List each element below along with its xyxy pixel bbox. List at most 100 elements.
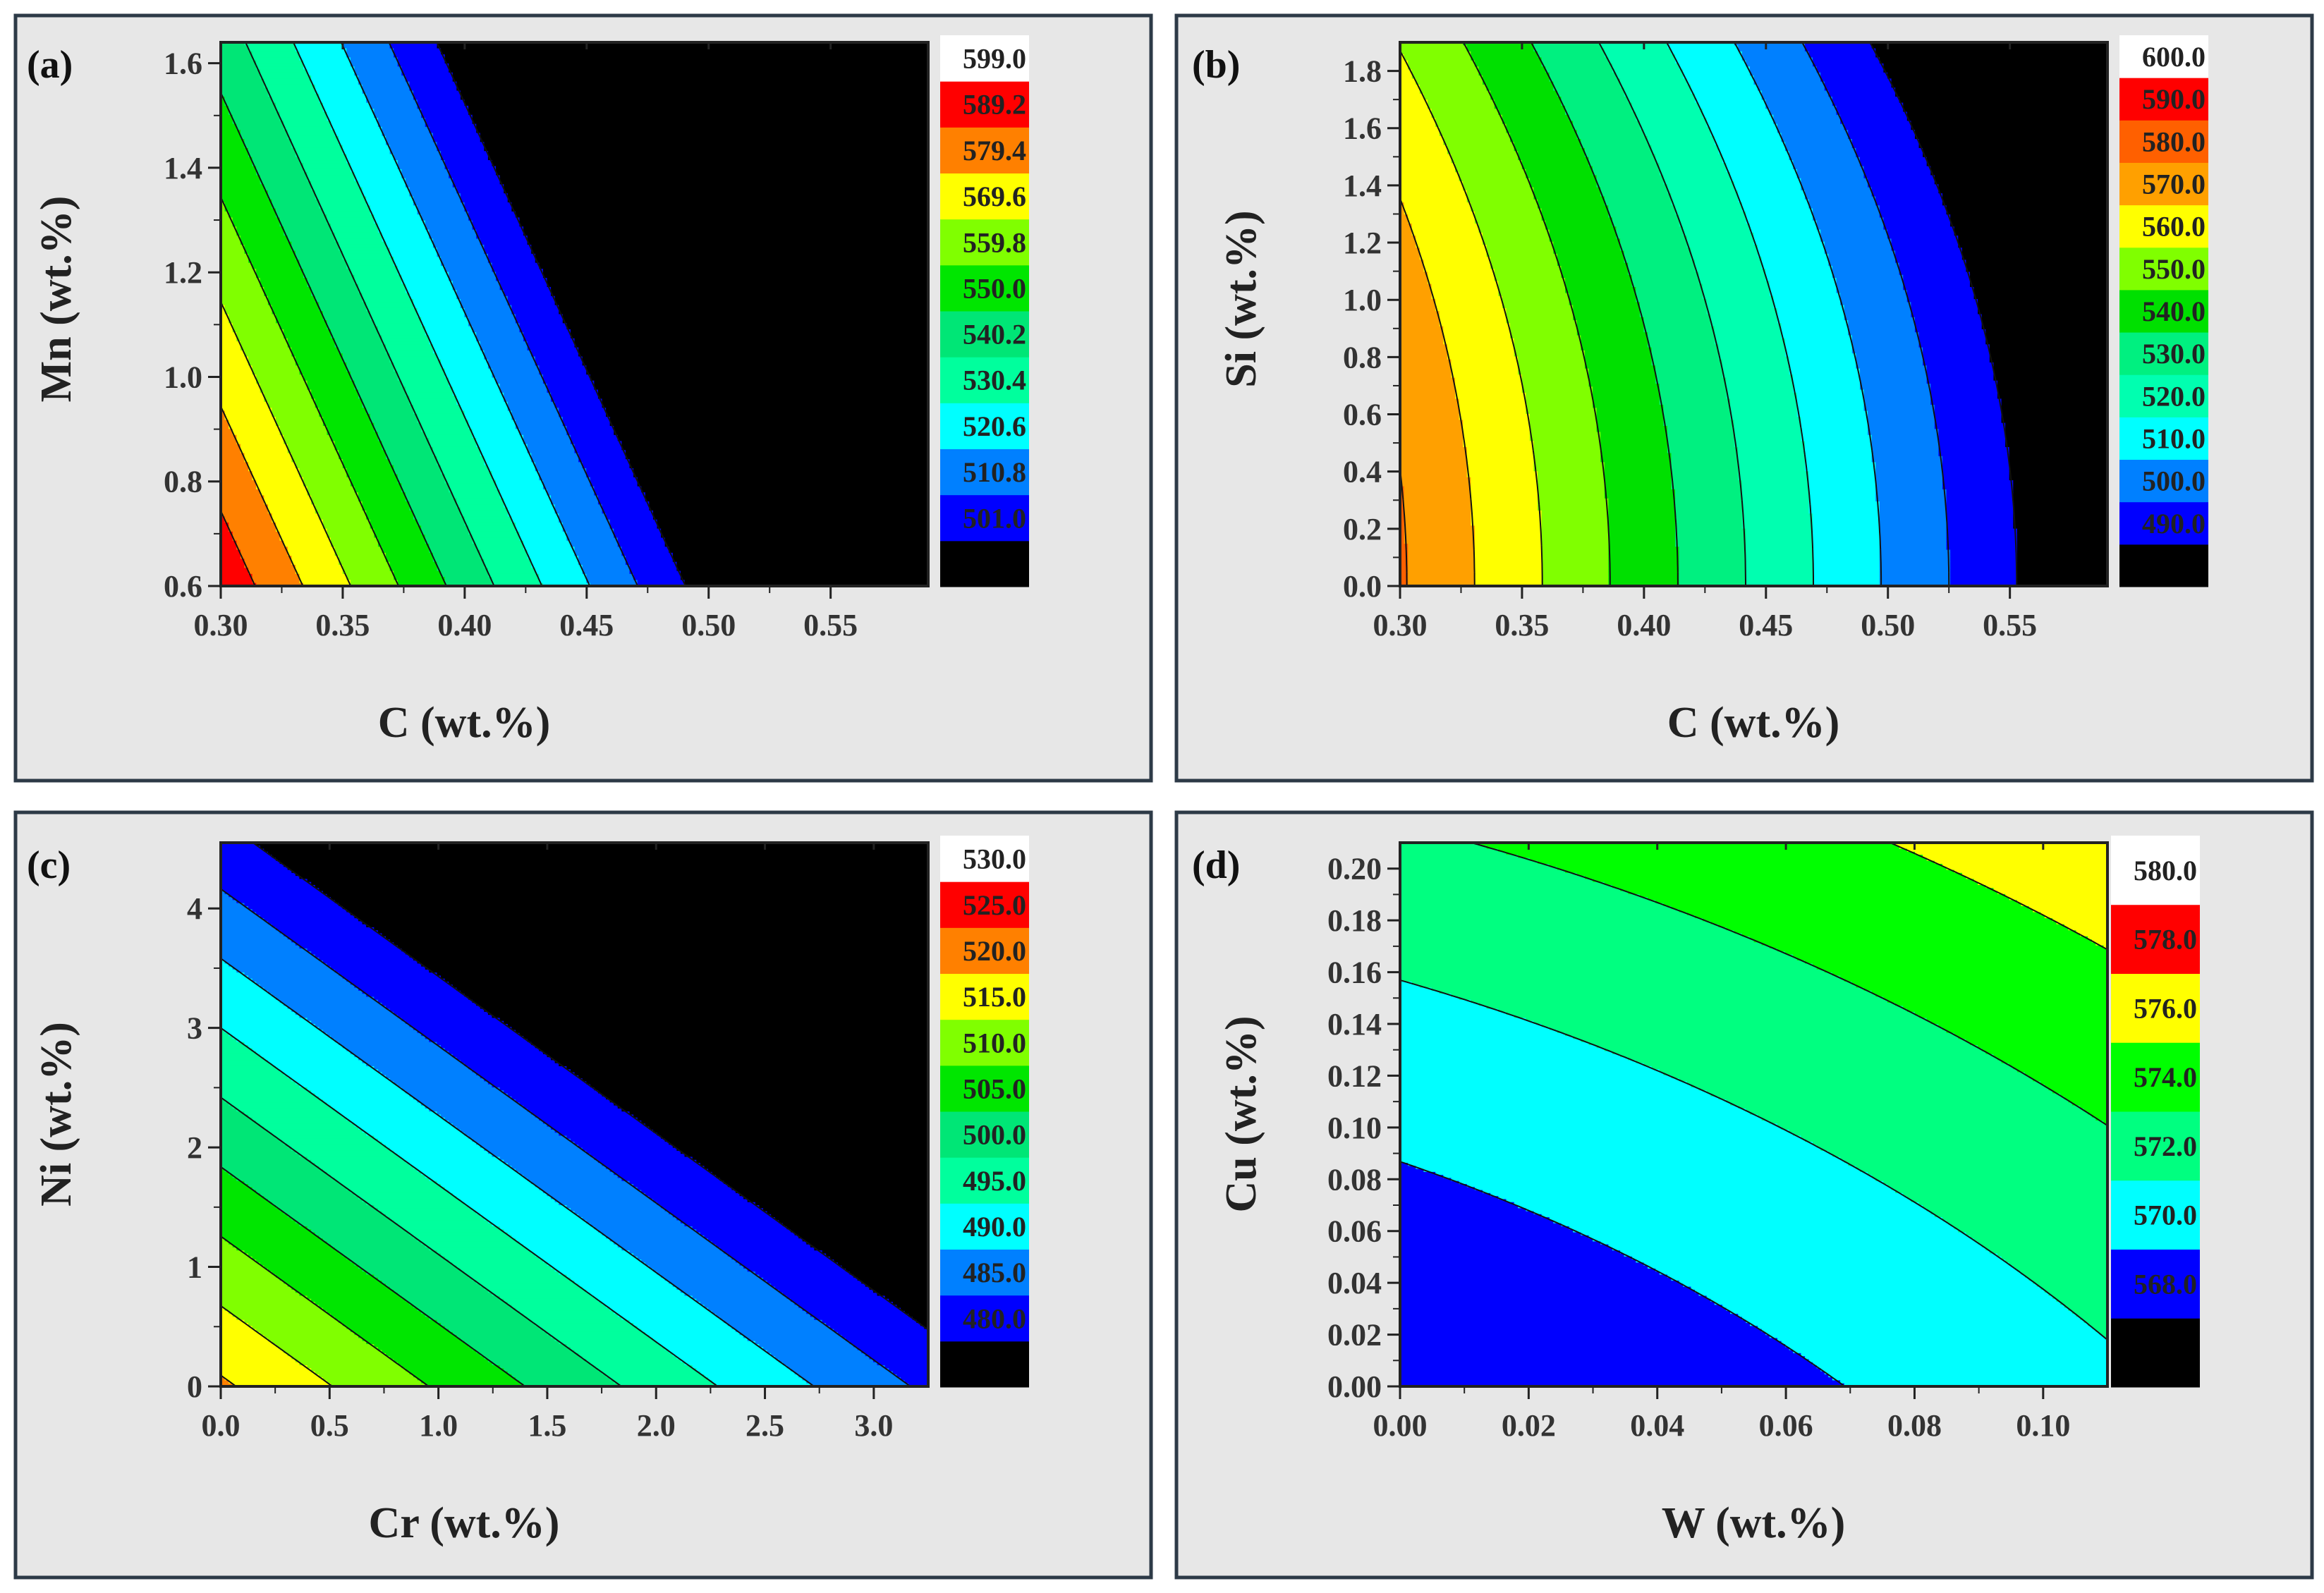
contour-cell [350,163,399,167]
contour-cell [413,302,461,306]
contour-cell [221,286,264,291]
contour-cell [523,1036,929,1040]
contour-cell [1529,420,1598,424]
contour-line [436,42,686,587]
contour-cell [432,453,481,457]
contour-cell [1758,253,1829,257]
contour-cell [441,362,489,366]
contour-line [220,1166,526,1387]
contour-cell [319,307,367,312]
contour-cell [1416,241,1483,245]
contour-cell [602,504,650,508]
contour-cell [1950,568,2018,572]
contour-cell [507,513,559,518]
contour-cell [1443,139,1511,142]
contour-cell [221,552,241,556]
contour-cell [1710,133,1782,137]
contour-cell [1593,405,1664,408]
contour-cell [1844,317,1916,321]
contour-cell [366,1341,466,1345]
contour-cell [468,217,521,221]
contour-cell [1989,356,2108,360]
contour-cell [221,1145,288,1149]
contour-cell [1667,1274,2026,1278]
contour-cell [417,1238,516,1242]
contour-cell [221,417,226,421]
contour-cell [1596,408,1664,412]
contour-cell [1840,302,1911,306]
contour-cell [2103,945,2108,949]
contour-cell [669,549,929,554]
contour-cell [1400,537,1405,542]
contour-cell [1651,359,1723,363]
contour-cell [542,269,929,273]
contour-cell [327,963,422,968]
contour-cell [519,220,929,224]
contour-cell [221,471,253,475]
contour-cell [511,311,559,315]
contour-cell [582,568,631,572]
contour-cell [224,410,273,415]
contour-cell [444,368,493,372]
contour-cell [1741,504,1810,508]
contour-cell [1926,377,1995,382]
contour-cell [1718,353,1786,358]
contour-cell [389,1008,485,1013]
contour-cell [394,1220,489,1224]
contour-cell [307,172,355,176]
contour-cell [676,568,929,572]
contour-cell [322,422,375,427]
contour-cell [1466,193,1535,197]
contour-cell [221,516,226,520]
contour-cell [1938,187,2108,191]
contour-cell [264,495,312,499]
contour-cell [279,432,328,436]
contour-cell [574,1350,669,1354]
contour-cell [759,1344,854,1348]
contour-cell [1859,157,1928,161]
contour-cell [437,456,485,460]
contour-cell [221,377,257,382]
contour-cell [1675,510,1743,514]
contour-cell [2016,552,2108,556]
contour-cell [507,401,556,405]
contour-cell [1726,380,1794,384]
contour-cell [562,420,611,424]
contour-cell [1608,573,1680,578]
contour-cell [614,1102,929,1106]
contour-cell [276,857,929,862]
contour-cell [1969,278,2108,281]
contour-cell [1498,111,1566,116]
contour-cell [1969,281,2108,285]
contour-cell [1533,468,1605,472]
contour-cell [1439,133,1511,137]
contour-cell [1730,172,1798,176]
contour-cell [1710,323,1782,327]
contour-cell [315,1232,410,1236]
contour-cell [476,338,524,342]
contour-cell [1416,78,1483,83]
contour-cell [276,102,324,106]
contour-cell [499,1226,595,1230]
contour-cell [1423,269,1495,273]
contour-cell [221,241,241,245]
contour-cell [554,299,929,303]
contour-cell [1588,157,1656,161]
contour-cell [377,1347,473,1351]
contour-cell [1671,453,1739,457]
contour-cell [221,274,257,279]
contour-cell [700,1371,796,1375]
contour-cell [1494,99,1562,104]
contour-cell [487,1011,929,1015]
contour-cell [1946,547,2018,551]
contour-cell [476,444,528,448]
contour-cell [1400,1208,1526,1212]
contour-cell [1474,573,1543,578]
contour-cell [511,1096,607,1100]
contour-cell [248,462,296,466]
contour-cell [570,434,619,439]
contour-cell [712,1171,929,1176]
contour-cell [480,1214,579,1218]
contour-cell [1938,453,2010,457]
contour-cell [224,1099,324,1103]
